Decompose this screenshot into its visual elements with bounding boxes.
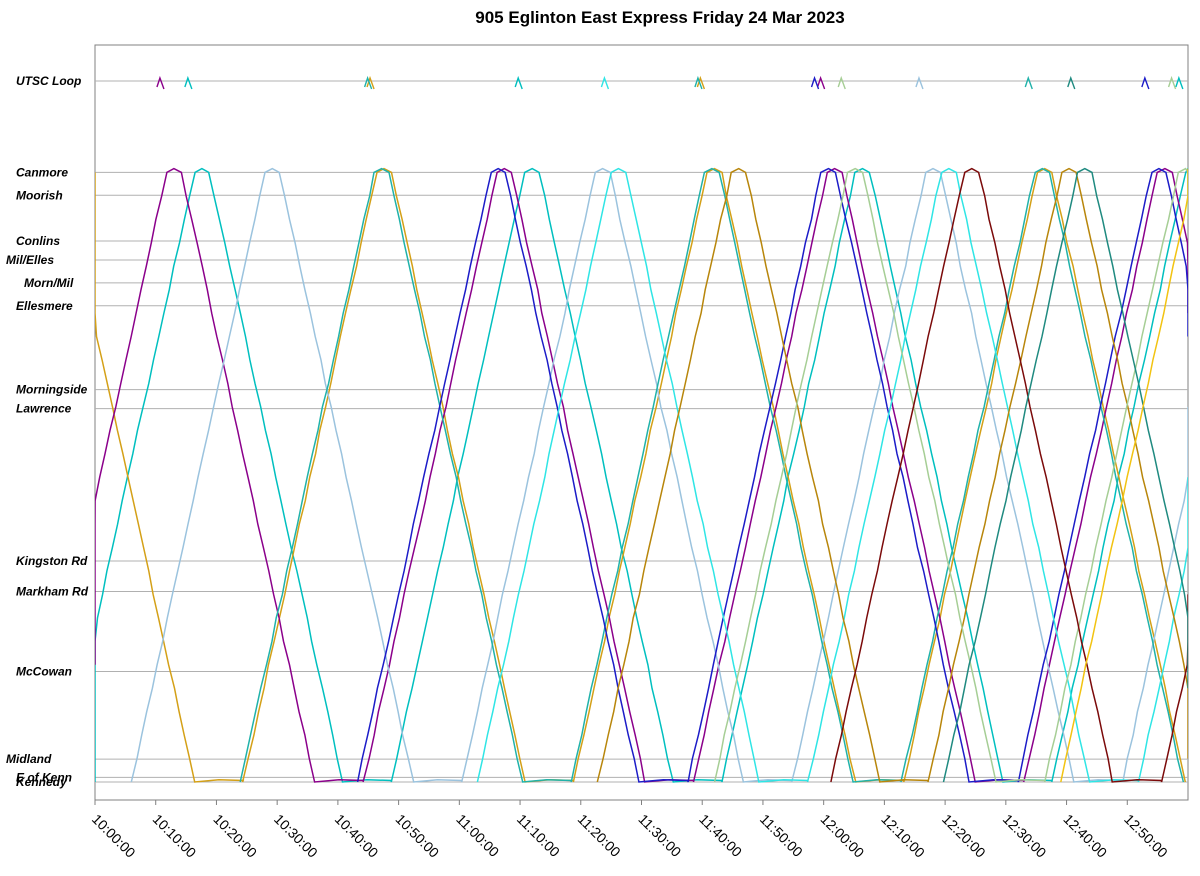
stop-label: McCowan bbox=[16, 665, 72, 679]
loop-trace bbox=[1067, 75, 1076, 90]
vehicle-trace bbox=[1060, 168, 1188, 783]
stop-label: Kennedy bbox=[16, 775, 68, 789]
stop-label: Kingston Rd bbox=[16, 554, 88, 568]
vehicle-trace bbox=[713, 167, 1188, 783]
loop-trace bbox=[514, 75, 523, 90]
loop-trace bbox=[696, 75, 706, 90]
stop-label: Markham Rd bbox=[16, 585, 89, 599]
stop-label: Morningside bbox=[16, 383, 88, 397]
loop-trace bbox=[1167, 75, 1177, 90]
vehicle-trace bbox=[476, 167, 1188, 783]
x-tick-label: 10:50:00 bbox=[392, 811, 442, 861]
vehicle-series bbox=[95, 75, 1188, 783]
stop-label: Mil/Elles bbox=[6, 253, 54, 267]
x-tick-label: 12:10:00 bbox=[878, 811, 928, 861]
x-tick-label: 10:20:00 bbox=[210, 811, 260, 861]
vehicle-trace bbox=[942, 167, 1188, 783]
vehicle-trace bbox=[95, 167, 1188, 783]
x-tick-label: 10:30:00 bbox=[271, 811, 321, 861]
x-tick-label: 10:40:00 bbox=[332, 811, 382, 861]
loop-trace bbox=[1175, 75, 1184, 90]
vehicle-trace bbox=[95, 167, 1187, 783]
vehicle-trace bbox=[356, 167, 1188, 783]
x-tick-label: 10:10:00 bbox=[150, 811, 200, 861]
x-tick-label: 11:50:00 bbox=[757, 811, 806, 860]
x-tick-label: 12:20:00 bbox=[939, 811, 989, 861]
loop-trace bbox=[816, 75, 826, 90]
loop-trace bbox=[600, 75, 610, 90]
vehicle-trace bbox=[95, 167, 1188, 783]
x-tick-label: 11:20:00 bbox=[575, 811, 624, 860]
stop-labels: UTSC Loop Canmore Moorish Conlins Mil/Elles M… bbox=[6, 74, 89, 789]
loop-trace bbox=[837, 75, 846, 90]
loop-trace bbox=[694, 75, 703, 90]
vehicle-trace bbox=[239, 167, 1185, 783]
loop-trace bbox=[184, 75, 193, 90]
x-tick-label: 10:00:00 bbox=[89, 811, 139, 861]
time-tick-labels: 10:00:00 10:10:00 10:20:00 10:30:00 10:40:00… bbox=[89, 800, 1171, 861]
x-tick-label: 11:40:00 bbox=[696, 811, 745, 860]
stop-label: Conlins bbox=[16, 234, 60, 248]
x-tick-label: 12:30:00 bbox=[1000, 811, 1050, 861]
loop-trace bbox=[156, 75, 165, 90]
x-tick-label: 12:00:00 bbox=[818, 811, 868, 861]
stop-label: Canmore bbox=[16, 165, 68, 179]
stop-label: E of Kenn bbox=[16, 770, 72, 784]
x-tick-label: 12:50:00 bbox=[1121, 811, 1171, 861]
stop-label: UTSC Loop bbox=[16, 74, 81, 88]
loop-trace bbox=[810, 75, 820, 90]
vehicle-trace bbox=[130, 167, 1188, 783]
x-tick-label: 11:30:00 bbox=[635, 811, 684, 860]
stop-label: Midland bbox=[6, 752, 52, 766]
loop-trace bbox=[366, 75, 375, 90]
x-tick-label: 12:40:00 bbox=[1060, 811, 1110, 861]
stop-label: Ellesmere bbox=[16, 299, 73, 313]
vehicle-trace bbox=[596, 167, 1188, 783]
stop-label: Lawrence bbox=[16, 402, 72, 416]
vehicle-trace bbox=[830, 167, 1188, 783]
loop-trace bbox=[363, 75, 373, 90]
loop-trace bbox=[1141, 75, 1150, 90]
stop-label: Moorish bbox=[16, 188, 63, 202]
loop-trace bbox=[1024, 75, 1033, 90]
stop-label: Morn/Mil bbox=[24, 276, 74, 290]
chart-title: 905 Eglinton East Express Friday 24 Mar … bbox=[475, 8, 845, 27]
x-tick-label: 11:00:00 bbox=[453, 811, 502, 860]
x-tick-label: 11:10:00 bbox=[514, 811, 563, 860]
plot-area-frame bbox=[94, 44, 1189, 801]
loop-trace bbox=[915, 75, 924, 90]
